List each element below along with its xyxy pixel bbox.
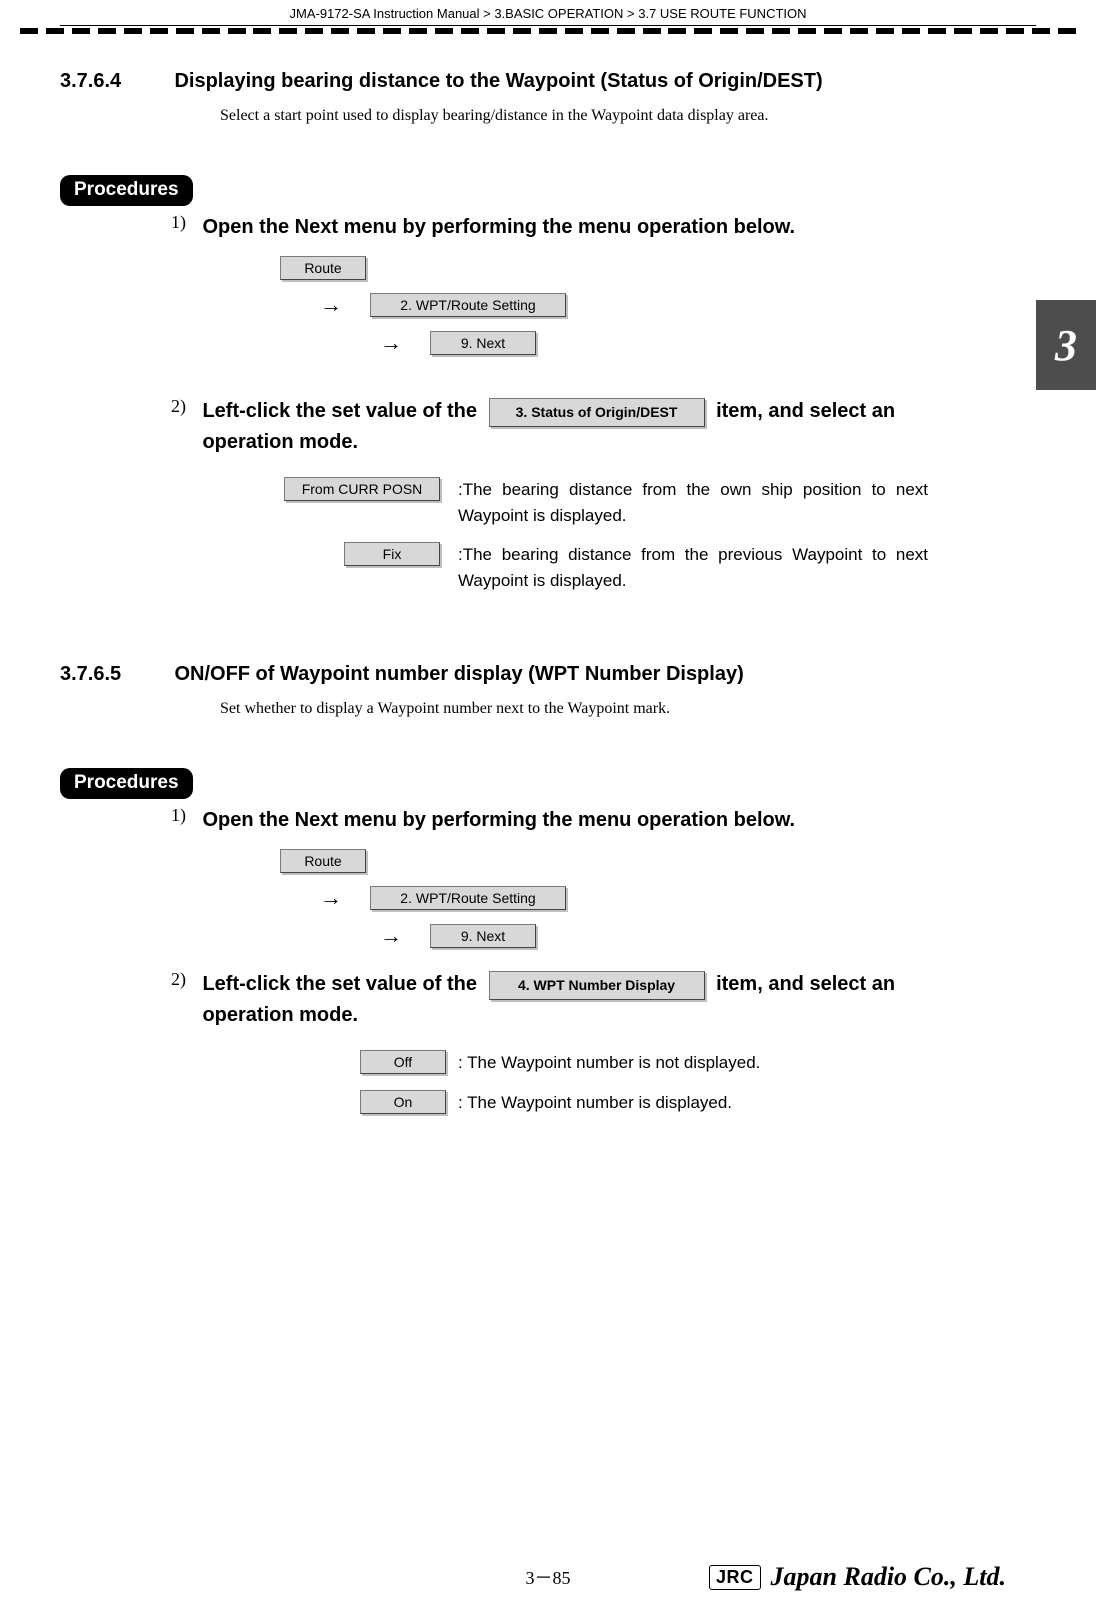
option-button-cell: On bbox=[360, 1090, 450, 1116]
status-origin-dest-button[interactable]: 3. Status of Origin/DEST bbox=[489, 398, 705, 427]
next-button[interactable]: 9. Next bbox=[430, 924, 536, 948]
option-description: : The Waypoint number is not displayed. bbox=[450, 1050, 760, 1076]
step-1: 1) Open the Next menu by performing the … bbox=[156, 805, 1036, 835]
step-2: 2) Left-click the set value of the 3. St… bbox=[156, 396, 1036, 457]
option-row: Off : The Waypoint number is not display… bbox=[360, 1050, 1036, 1076]
menu-row: → 9. Next bbox=[380, 330, 1036, 356]
step-text-pre: Left-click the set value of the bbox=[202, 400, 482, 422]
section-number: 3.7.6.4 bbox=[60, 70, 170, 93]
chapter-tab: 3 bbox=[1036, 300, 1096, 390]
step-number: 2) bbox=[156, 969, 186, 990]
off-button[interactable]: Off bbox=[360, 1050, 446, 1074]
fix-button[interactable]: Fix bbox=[344, 542, 440, 566]
option-row: Fix :The bearing distance from the previ… bbox=[280, 542, 1036, 593]
company-name: Japan Radio Co., Ltd. bbox=[771, 1562, 1006, 1592]
arrow-right-icon: → bbox=[320, 292, 342, 318]
procedures-label: Procedures bbox=[60, 768, 193, 799]
arrow-right-icon: → bbox=[380, 330, 402, 356]
option-row: From CURR POSN :The bearing distance fro… bbox=[280, 477, 1036, 528]
step-text: Open the Next menu by performing the men… bbox=[202, 805, 982, 835]
step-2: 2) Left-click the set value of the 4. WP… bbox=[156, 969, 1036, 1030]
step-number: 1) bbox=[156, 805, 186, 826]
section-heading: 3.7.6.5 ON/OFF of Waypoint number displa… bbox=[60, 663, 1036, 686]
section-number: 3.7.6.5 bbox=[60, 663, 170, 686]
step-text: Left-click the set value of the 3. Statu… bbox=[202, 396, 982, 457]
step-1: 1) Open the Next menu by performing the … bbox=[156, 212, 1036, 242]
option-description: : The Waypoint number is displayed. bbox=[450, 1090, 732, 1116]
option-button-cell: Fix bbox=[280, 542, 450, 593]
arrow-right-icon: → bbox=[320, 885, 342, 911]
breadcrumb: JMA-9172-SA Instruction Manual > 3.BASIC… bbox=[60, 0, 1036, 26]
page-footer: 3－85 JRC Japan Radio Co., Ltd. bbox=[0, 1564, 1096, 1590]
page: JMA-9172-SA Instruction Manual > 3.BASIC… bbox=[0, 0, 1096, 1620]
option-row: On : The Waypoint number is displayed. bbox=[360, 1090, 1036, 1116]
option-button-cell: Off bbox=[360, 1050, 450, 1076]
section-3-7-6-5: 3.7.6.5 ON/OFF of Waypoint number displa… bbox=[60, 663, 1036, 1115]
next-button[interactable]: 9. Next bbox=[430, 331, 536, 355]
on-button[interactable]: On bbox=[360, 1090, 446, 1114]
section-3-7-6-4: 3.7.6.4 Displaying bearing distance to t… bbox=[60, 70, 1036, 593]
section-description: Select a start point used to display bea… bbox=[220, 107, 1036, 125]
step-number: 1) bbox=[156, 212, 186, 233]
wpt-number-display-button[interactable]: 4. WPT Number Display bbox=[489, 971, 705, 1000]
route-button[interactable]: Route bbox=[280, 256, 366, 280]
route-button[interactable]: Route bbox=[280, 849, 366, 873]
option-description: :The bearing distance from the previous … bbox=[450, 542, 928, 593]
from-curr-posn-button[interactable]: From CURR POSN bbox=[284, 477, 440, 501]
step-text: Left-click the set value of the 4. WPT N… bbox=[202, 969, 982, 1030]
header-dash-separator bbox=[20, 28, 1076, 34]
menu-flow: Route → 2. WPT/Route Setting → 9. Next bbox=[280, 849, 1036, 949]
arrow-right-icon: → bbox=[380, 923, 402, 949]
menu-row: Route bbox=[280, 849, 1036, 873]
step-number: 2) bbox=[156, 396, 186, 417]
page-number: 3－85 bbox=[526, 1564, 571, 1590]
option-list: Off : The Waypoint number is not display… bbox=[360, 1050, 1036, 1115]
option-description: :The bearing distance from the own ship … bbox=[450, 477, 928, 528]
section-title: ON/OFF of Waypoint number display (WPT N… bbox=[174, 663, 743, 686]
menu-row: → 9. Next bbox=[380, 923, 1036, 949]
section-heading: 3.7.6.4 Displaying bearing distance to t… bbox=[60, 70, 1036, 93]
procedures-label: Procedures bbox=[60, 175, 193, 206]
menu-flow: Route → 2. WPT/Route Setting → 9. Next bbox=[280, 256, 1036, 356]
menu-row: Route bbox=[280, 256, 1036, 280]
option-button-cell: From CURR POSN bbox=[280, 477, 450, 528]
menu-row: → 2. WPT/Route Setting bbox=[320, 292, 1036, 318]
section-title: Displaying bearing distance to the Waypo… bbox=[174, 70, 822, 93]
company-logo-group: JRC Japan Radio Co., Ltd. bbox=[709, 1562, 1006, 1592]
step-text: Open the Next menu by performing the men… bbox=[202, 212, 982, 242]
wpt-route-setting-button[interactable]: 2. WPT/Route Setting bbox=[370, 886, 566, 910]
step-text-pre: Left-click the set value of the bbox=[202, 973, 482, 995]
option-list: From CURR POSN :The bearing distance fro… bbox=[280, 477, 1036, 593]
jrc-logo: JRC bbox=[709, 1565, 761, 1590]
menu-row: → 2. WPT/Route Setting bbox=[320, 885, 1036, 911]
section-description: Set whether to display a Waypoint number… bbox=[220, 700, 1036, 718]
wpt-route-setting-button[interactable]: 2. WPT/Route Setting bbox=[370, 293, 566, 317]
